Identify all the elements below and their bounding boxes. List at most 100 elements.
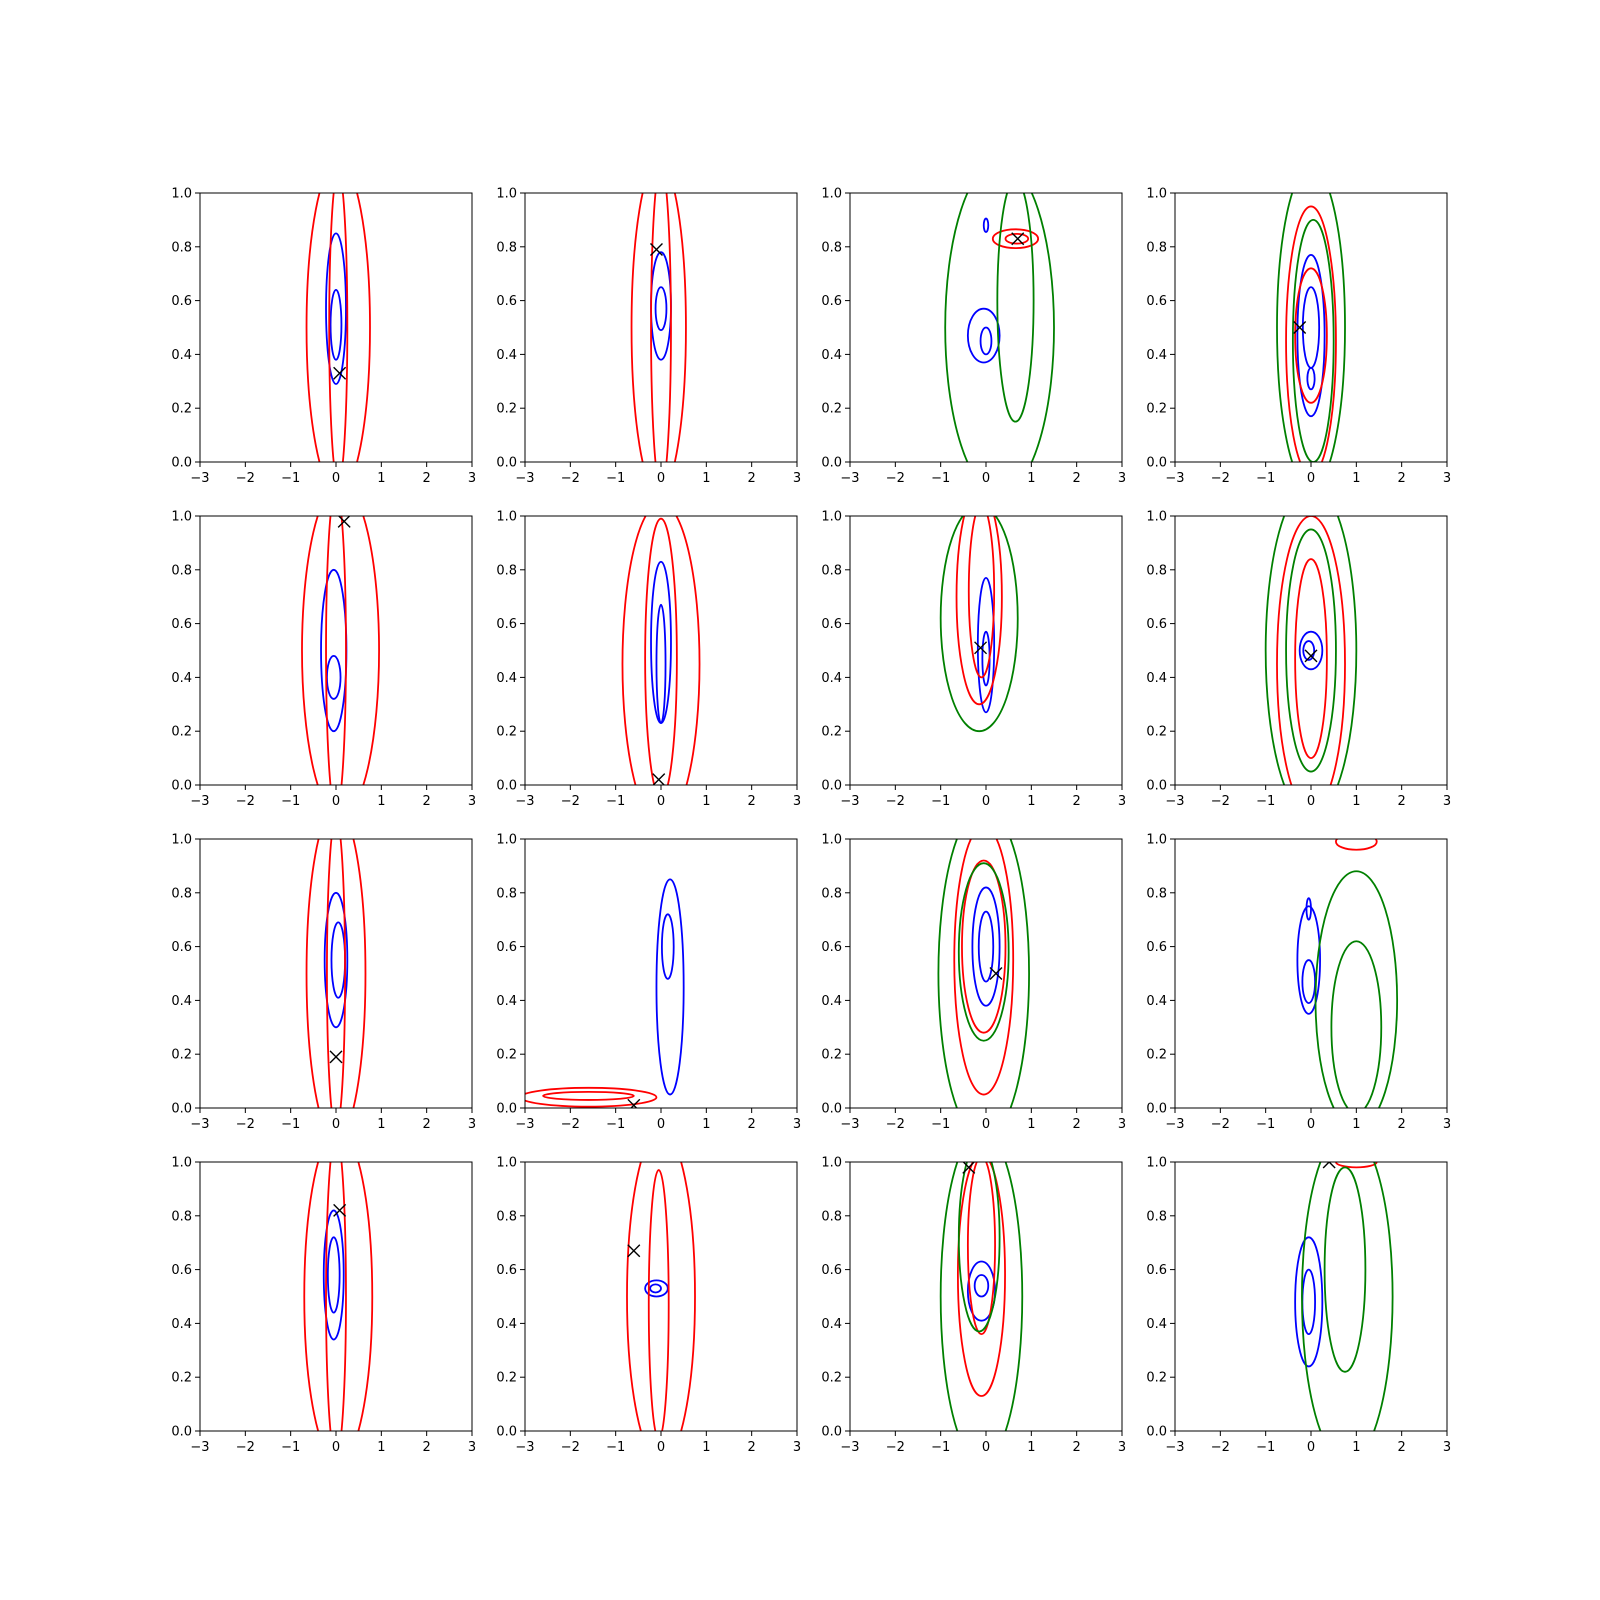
subplot-0-0-contour-blue-1: [329, 288, 343, 361]
subplot-0-3-xtick-label-2: −1: [1256, 471, 1275, 486]
subplot-2-2-ytick-label-3: 0.6: [821, 940, 842, 955]
subplot-3-3-xtick-label-5: 2: [1398, 1440, 1406, 1455]
subplot-0-3-contour-blue-2: [1306, 366, 1316, 391]
subplot-0-2-ytick-label-4: 0.8: [821, 240, 842, 255]
subplot-1-2-xtick-label-0: −3: [840, 794, 859, 809]
subplot-0-0-xtick-label-0: −3: [190, 471, 209, 486]
subplot-0-3-contour-green-6: [1291, 219, 1335, 462]
subplot-2-0-contour-blue-1: [330, 921, 346, 999]
subplot-2-3-ytick-label-5: 1.0: [1146, 833, 1167, 848]
subplot-0-3-plot-area: [1276, 193, 1346, 462]
subplot-1-2-xtick-label-6: 3: [1118, 794, 1126, 809]
subplot-1-3-ytick-label-1: 0.2: [1146, 725, 1167, 740]
subplot-3-2-ytick-label-3: 0.6: [821, 1263, 842, 1278]
subplot-2-0-xtick-label-6: 3: [468, 1117, 476, 1132]
subplot-2-2-xtick-label-0: −3: [840, 1117, 859, 1132]
subplot-1-2-ytick-label-3: 0.6: [821, 617, 842, 632]
subplot-0-3-contour-red-4: [1294, 267, 1328, 404]
subplot-3-3-contour-green-3: [1323, 1166, 1367, 1373]
subplot-3-3-xtick-label-0: −3: [1165, 1440, 1184, 1455]
subplot-1-3-ytick-label-5: 1.0: [1146, 510, 1167, 525]
subplot-2-1-xtick-label-0: −3: [515, 1117, 534, 1132]
subplot-0-3-ytick-label-0: 0.0: [1146, 456, 1167, 471]
subplot-3-1-ytick-label-4: 0.8: [496, 1209, 517, 1224]
subplot-0-0-plot-area: [305, 193, 371, 462]
subplot-1-0-xtick-label-4: 1: [377, 794, 385, 809]
subplot-3-2-contour-green-5: [939, 1162, 1024, 1431]
subplot-2-2-ytick-label-4: 0.8: [821, 886, 842, 901]
subplot-1-2-contour-red-3: [967, 516, 996, 679]
subplot-3-1-plot-area: [626, 1162, 696, 1431]
subplot-0-1-xtick-label-2: −1: [606, 471, 625, 486]
subplot-1-0-contour-red-2: [325, 516, 347, 785]
subplot-3-0-x-marker: [333, 1203, 347, 1217]
subplot-3-2-frame: [849, 1161, 1123, 1432]
subplot-0-2-xtick-label-1: −2: [886, 471, 905, 486]
subplot-3-0-ytick-label-2: 0.4: [171, 1317, 192, 1332]
subplot-3-2-ytick-label-1: 0.2: [821, 1371, 842, 1386]
subplot-0-1-xtick-label-4: 1: [702, 471, 710, 486]
subplot-1-3-contour-blue-1: [1302, 640, 1316, 661]
subplot-1-1-contour-red-3: [621, 516, 701, 785]
subplot-1-0-contour-blue-1: [326, 654, 342, 700]
subplot-3-1-contour-blue-1: [649, 1283, 662, 1294]
subplot-2-1-ytick-label-4: 0.8: [496, 886, 517, 901]
subplot-2-3-xtick-label-6: 3: [1443, 1117, 1451, 1132]
subplot-1-3-plot-area: [1264, 516, 1358, 785]
subplot-0-1-ytick-label-2: 0.4: [496, 348, 517, 363]
subplot-0-0-ytick-label-5: 1.0: [171, 187, 192, 202]
subplot-3-1-xtick-label-4: 1: [702, 1440, 710, 1455]
subplot-0-0-xtick-label-5: 2: [423, 471, 431, 486]
subplot-2-1-ytick-label-1: 0.2: [496, 1048, 517, 1063]
subplot-3-1-xtick-label-2: −1: [606, 1440, 625, 1455]
subplot-2-3-ytick-label-1: 0.2: [1146, 1048, 1167, 1063]
subplot-0-1-ytick-label-4: 0.8: [496, 240, 517, 255]
subplot-0-1-frame: [524, 192, 798, 463]
subplot-2-1-xtick-label-6: 3: [793, 1117, 801, 1132]
subplot-1-1-xtick-label-0: −3: [515, 794, 534, 809]
subplot-1-0-ytick-label-4: 0.8: [171, 563, 192, 578]
subplot-1-1-xtick-label-5: 2: [748, 794, 756, 809]
subplot-1-0-plot-area: [301, 516, 380, 785]
subplot-1-0-ytick-label-0: 0.0: [171, 779, 192, 794]
subplot-0-2-contour-blue-1: [979, 326, 993, 356]
subplot-1-3-xtick-label-3: 0: [1307, 794, 1315, 809]
subplot-2-2-ytick-label-1: 0.2: [821, 1048, 842, 1063]
subplot-2-0-ytick-label-1: 0.2: [171, 1048, 192, 1063]
subplot-0-1-plot-area: [630, 193, 687, 462]
subplot-1-2-ytick-label-4: 0.8: [821, 563, 842, 578]
subplot-0-2-ytick-label-3: 0.6: [821, 294, 842, 309]
subplot-0-1-ytick-label-5: 1.0: [496, 187, 517, 202]
subplot-1-1-ytick-label-4: 0.8: [496, 563, 517, 578]
subplot-1-3-contour-green-5: [1264, 516, 1358, 785]
subplot-0-0: −3 −2 −1 0 1 2 3 0.0 0.2 0.4 0.6 0.8 1.0: [171, 187, 476, 487]
subplot-3-1-ytick-label-0: 0.0: [496, 1425, 517, 1440]
subplot-0-0-ytick-label-2: 0.4: [171, 348, 192, 363]
subplot-1-1-xtick-label-3: 0: [657, 794, 665, 809]
subplot-2-3-xtick-label-5: 2: [1398, 1117, 1406, 1132]
subplot-3-3-xtick-label-6: 3: [1443, 1440, 1451, 1455]
subplot-1-1-xtick-label-1: −2: [561, 794, 580, 809]
subplot-1-3-contour-green-4: [1285, 528, 1337, 773]
subplot-2-2-frame: [849, 838, 1123, 1109]
subplot-2-3-contour-blue-2: [1305, 897, 1312, 921]
subplot-1-1: −3 −2 −1 0 1 2 3 0.0 0.2 0.4 0.6 0.8 1.0: [496, 510, 801, 810]
subplot-3-0-xtick-label-5: 2: [423, 1440, 431, 1455]
subplot-0-2-ytick-label-5: 1.0: [821, 187, 842, 202]
subplot-3-1-xtick-label-6: 3: [793, 1440, 801, 1455]
subplot-2-2-ytick-label-5: 1.0: [821, 833, 842, 848]
subplot-2-0-ytick-label-5: 1.0: [171, 833, 192, 848]
subplot-0-2-x-marker: [1011, 232, 1025, 246]
subplot-1-2-xtick-label-4: 1: [1027, 794, 1035, 809]
subplot-2-3-xtick-label-0: −3: [1165, 1117, 1184, 1132]
subplot-0-0-xtick-label-2: −1: [281, 471, 300, 486]
subplot-0-0-ytick-label-1: 0.2: [171, 402, 192, 417]
subplot-1-3-ytick-label-4: 0.8: [1146, 563, 1167, 578]
subplot-2-3-contour-green-4: [1330, 940, 1383, 1108]
subplot-0-3: −3 −2 −1 0 1 2 3 0.0 0.2 0.4 0.6 0.8 1.0: [1146, 187, 1451, 487]
subplot-2-3-xtick-label-1: −2: [1211, 1117, 1230, 1132]
subplot-3-1-ytick-label-3: 0.6: [496, 1263, 517, 1278]
subplot-0-0-xtick-label-3: 0: [332, 471, 340, 486]
subplot-3-2-xtick-label-3: 0: [982, 1440, 990, 1455]
subplot-2-3-xtick-label-2: −1: [1256, 1117, 1275, 1132]
